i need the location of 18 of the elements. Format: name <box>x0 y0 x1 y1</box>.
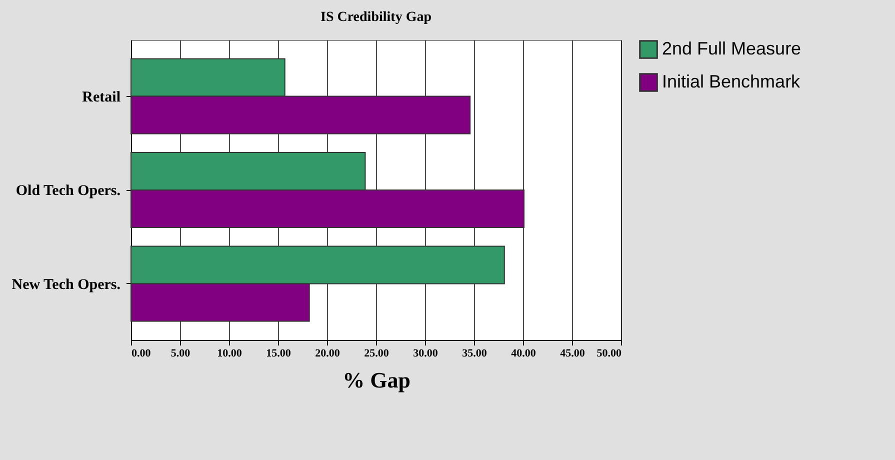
chart-title: IS Credibility Gap <box>320 10 432 25</box>
y-tick-label: Old Tech Opers. <box>16 183 121 199</box>
x-tick-label: 45.00 <box>560 348 586 360</box>
x-tick-label: 40.00 <box>511 348 536 360</box>
x-tick-label: 50.00 <box>596 348 622 360</box>
x-tick-label: 15.00 <box>266 348 292 360</box>
x-tick-label: 35.00 <box>462 348 488 360</box>
x-tick-label: 10.00 <box>217 348 242 360</box>
x-tick-label: 25.00 <box>364 348 390 360</box>
legend-label: Initial Benchmark <box>662 72 802 92</box>
legend-label: 2nd Full Measure <box>662 38 802 58</box>
x-tick-label: 0.00 <box>132 348 152 360</box>
y-tick-label: Retail <box>82 89 120 106</box>
x-axis-title: % Gap <box>342 368 410 392</box>
y-tick-label: New Tech Opers. <box>12 276 121 293</box>
x-tick-label: 20.00 <box>315 348 340 360</box>
x-tick-label: 5.00 <box>170 348 191 360</box>
x-tick-label: 30.00 <box>413 348 438 360</box>
